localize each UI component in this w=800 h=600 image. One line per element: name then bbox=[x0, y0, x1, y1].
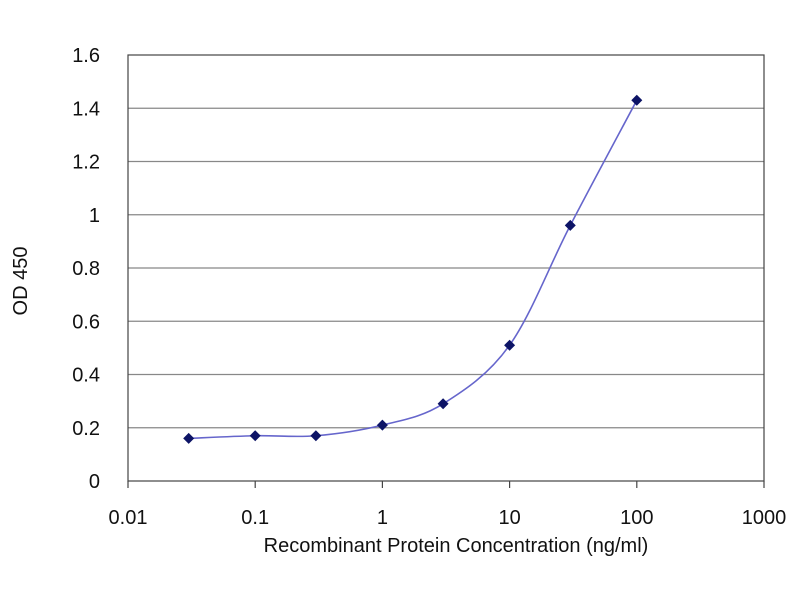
series-group bbox=[183, 94, 643, 444]
y-tick-label: 0.8 bbox=[72, 258, 100, 280]
data-point bbox=[504, 339, 516, 351]
y-tick-label: 0.6 bbox=[72, 311, 100, 333]
data-point bbox=[249, 430, 261, 442]
y-tick-label: 0.4 bbox=[72, 365, 100, 387]
x-tick-label: 10 bbox=[498, 507, 520, 529]
y-tick-label: 1.2 bbox=[72, 152, 100, 174]
x-axis-title: Recombinant Protein Concentration (ng/ml… bbox=[264, 535, 649, 557]
x-tick-label: 0.01 bbox=[109, 507, 148, 529]
x-tick-label: 0.1 bbox=[241, 507, 269, 529]
data-point bbox=[564, 219, 576, 231]
series-line bbox=[188, 99, 638, 440]
y-tick-label: 1 bbox=[89, 205, 100, 227]
data-point bbox=[183, 432, 195, 444]
x-axis-tick-labels: 0.01 0.1 1 10 100 1000 bbox=[109, 507, 787, 529]
y-tick-label: 1.4 bbox=[72, 98, 100, 120]
y-tick-label: 1.6 bbox=[72, 45, 100, 67]
data-point bbox=[376, 419, 388, 431]
data-point bbox=[310, 430, 322, 442]
y-tick-label: 0.2 bbox=[72, 418, 100, 440]
x-axis-ticks bbox=[127, 481, 765, 488]
data-point bbox=[631, 94, 643, 106]
y-axis-tick-labels: 0 0.2 0.4 0.6 0.8 1 1.2 1.4 1.6 bbox=[72, 45, 100, 493]
y-axis-title: OD 450 bbox=[10, 247, 32, 316]
x-tick-label: 1 bbox=[377, 507, 388, 529]
y-tick-label: 0 bbox=[89, 471, 100, 493]
data-point bbox=[437, 398, 449, 410]
x-tick-label: 100 bbox=[620, 507, 653, 529]
x-tick-label: 1000 bbox=[742, 507, 787, 529]
grid-lines bbox=[128, 107, 764, 429]
plot-area bbox=[127, 54, 765, 482]
